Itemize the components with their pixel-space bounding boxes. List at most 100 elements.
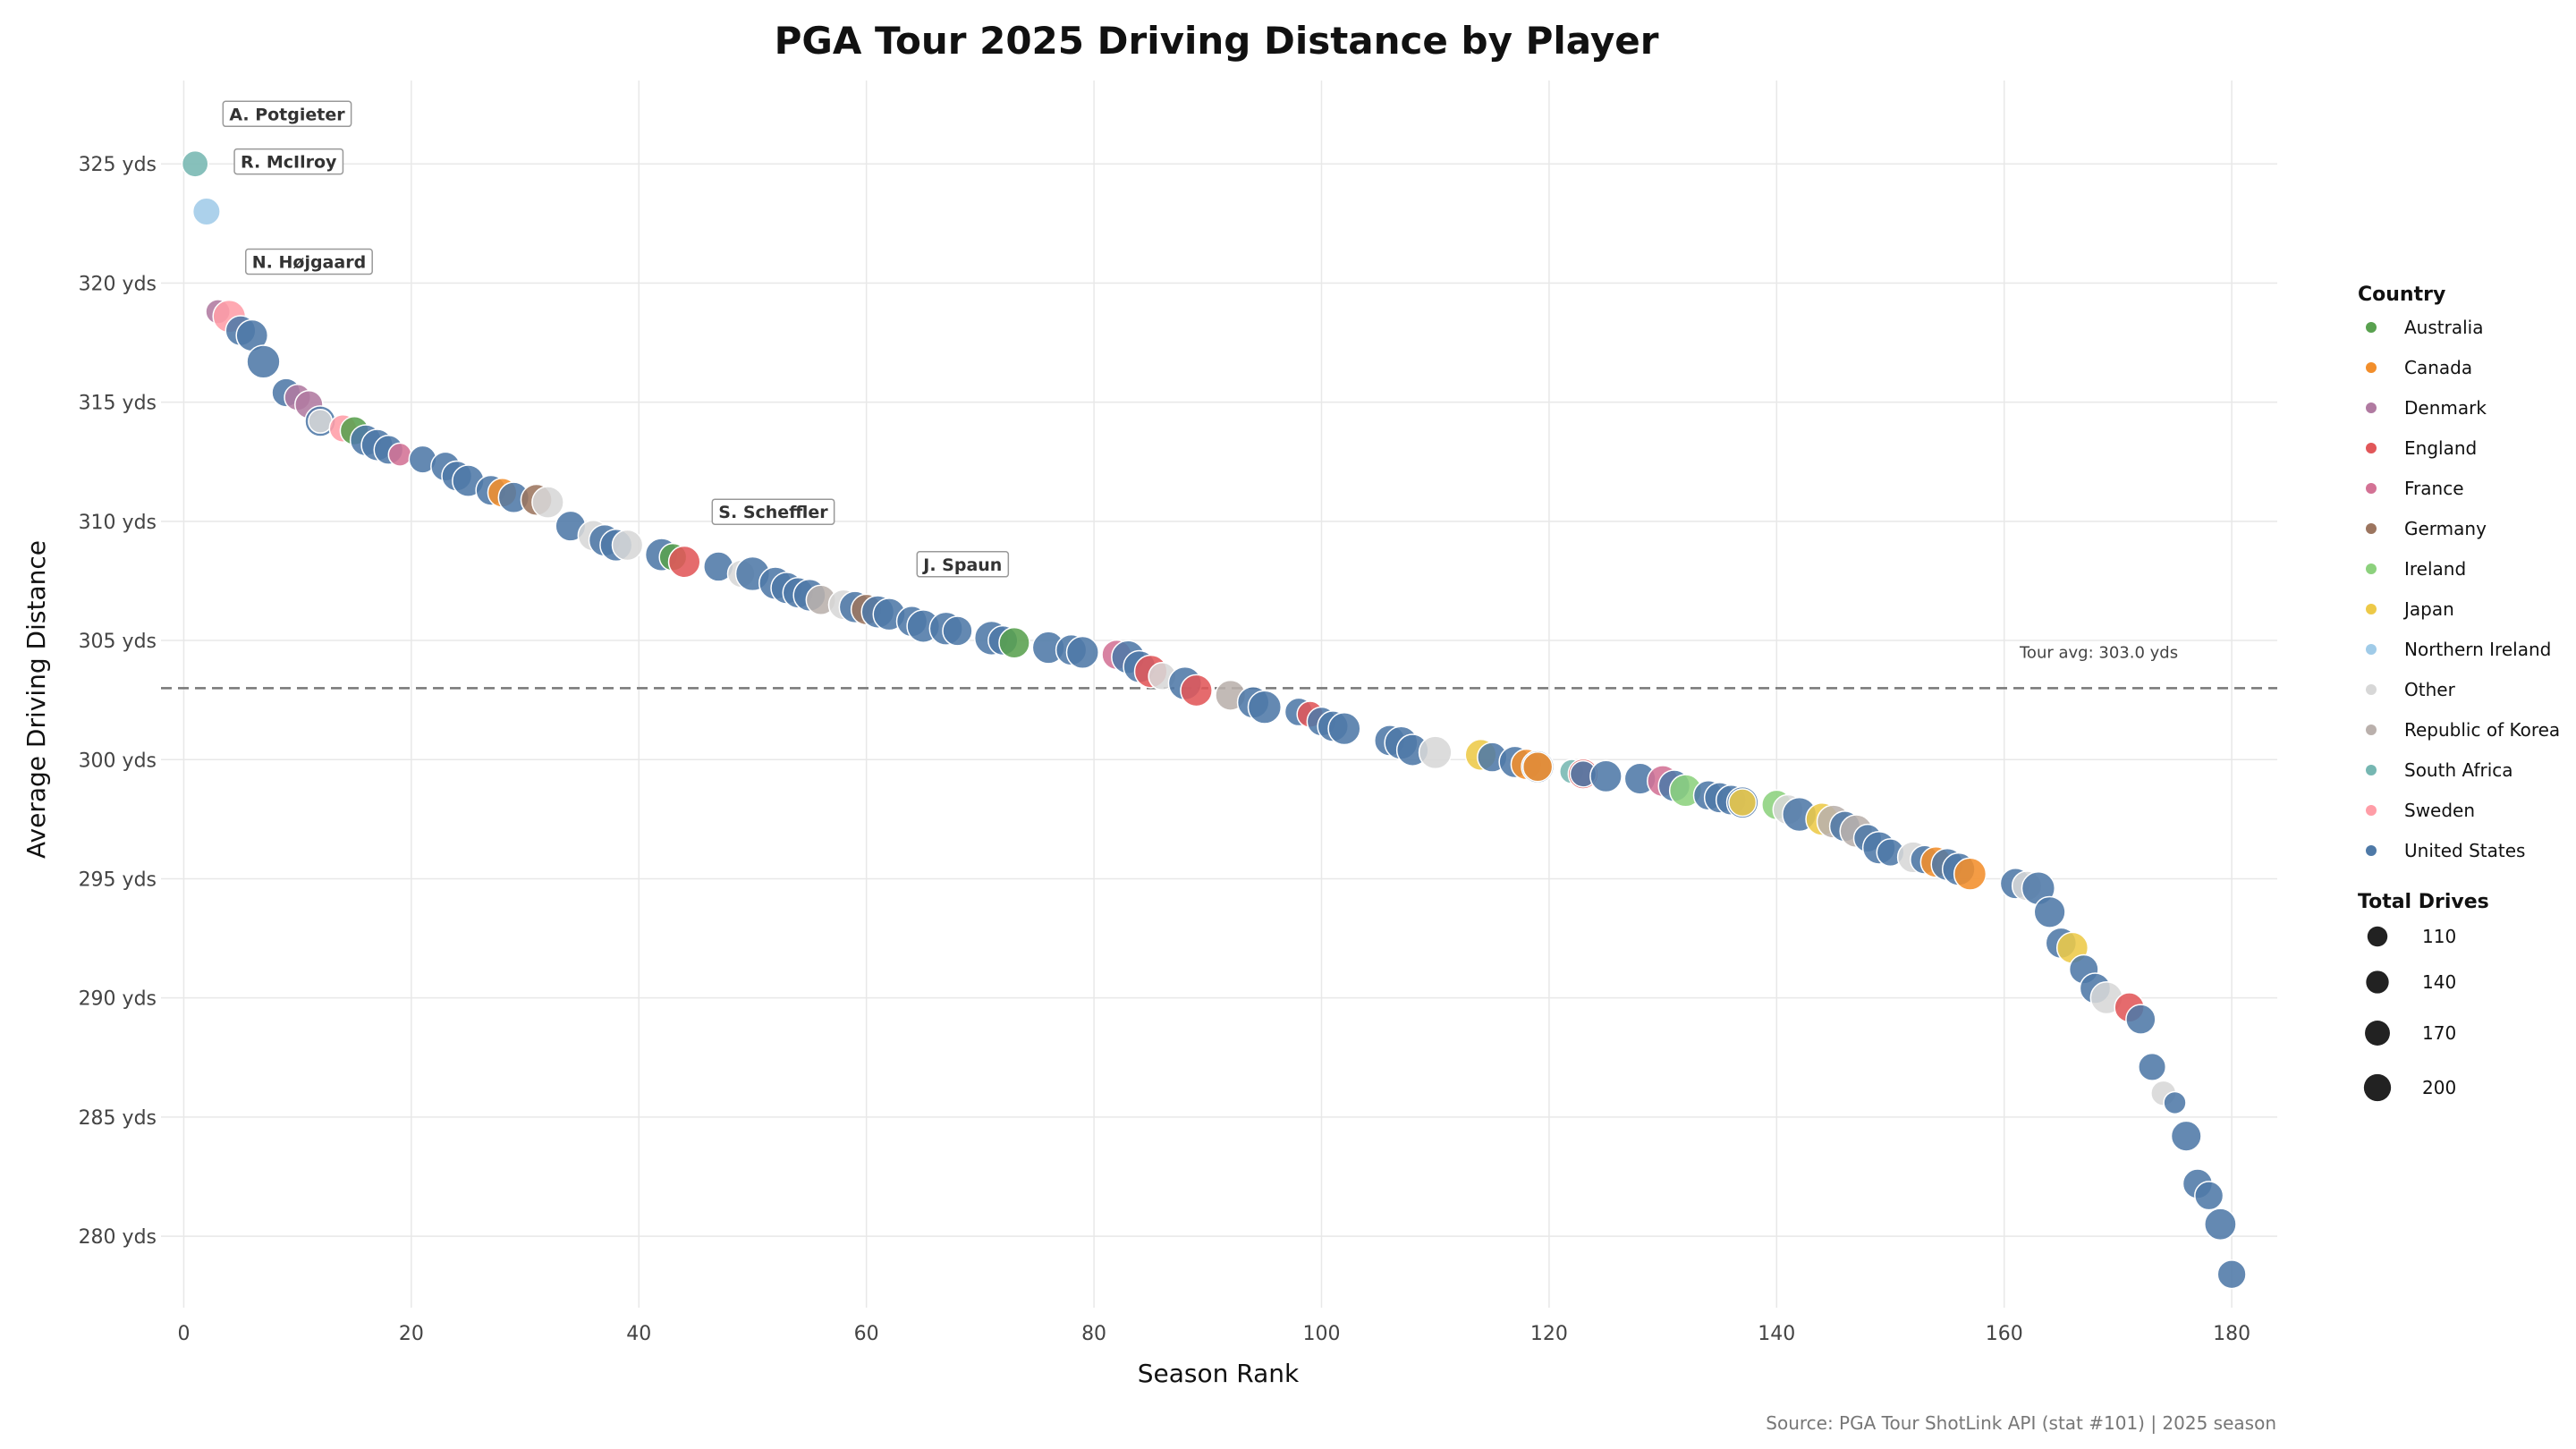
legend-size-label: 110 [2422,926,2456,947]
data-point [2163,1090,2187,1115]
legend-size-swatch [2363,1073,2392,1102]
legend-country-title: Country [2358,284,2445,306]
data-point [387,442,412,467]
annotation-label: R. McIlroy [241,153,337,173]
legend-swatch [2366,604,2377,614]
data-point [2204,1208,2237,1241]
player-annotations: A. Potgieter R. McIlroy N. Højgaard S. Sche… [222,100,1010,578]
data-point [308,409,334,434]
legend-swatch [2366,765,2377,775]
legend-country-label: Republic of Korea [2404,719,2560,741]
annotation-label: A. Potgieter [229,105,345,124]
data-point [181,149,209,178]
x-tick-label: 0 [177,1323,190,1345]
annotation-box [222,100,352,128]
legend-size-title: Total Drives [2358,891,2489,913]
player-annotation: J. Spaun [916,551,1010,578]
legend-swatch [2366,805,2377,816]
x-tick-label: 140 [1758,1323,1795,1345]
x-axis-ticks: 0 20 40 60 80 100 120 140 160 180 [177,1323,2250,1345]
data-point [1180,674,1213,708]
legend: Country Australia Canada Denmark England Fra… [2358,284,2560,1102]
data-point [191,197,221,226]
legend-country-label: Canada [2404,357,2472,378]
x-tick-label: 80 [1081,1323,1106,1345]
data-point [1728,788,1758,818]
y-axis-label: Average Driving Distance [21,540,51,859]
legend-country-label: Northern Ireland [2404,639,2551,660]
annotation-box [233,148,344,175]
annotation-box [711,498,835,525]
data-point [1327,712,1361,746]
data-point [1247,690,1283,724]
legend-country-entries: Australia Canada Denmark England France Germa… [2366,317,2560,861]
legend-swatch [2366,684,2377,695]
y-tick-label: 300 yds [79,750,157,772]
y-tick-label: 285 yds [79,1107,157,1130]
legend-country-label: South Africa [2404,759,2513,781]
annotation-label: S. Scheffler [718,503,828,522]
legend-size-label: 200 [2422,1077,2456,1098]
y-tick-label: 315 yds [79,393,157,415]
legend-size-swatch [2366,970,2389,994]
data-point [246,344,281,379]
legend-swatch [2366,644,2377,655]
annotation-box [916,551,1010,578]
legend-swatch [2366,845,2377,856]
player-annotation: S. Scheffler [711,498,835,525]
data-point [1953,857,1987,891]
data-point [2194,1181,2224,1211]
player-annotation: R. McIlroy [233,148,344,175]
y-tick-label: 290 yds [79,988,157,1011]
legend-country-label: Ireland [2404,558,2466,580]
x-tick-label: 60 [854,1323,879,1345]
x-tick-label: 180 [2213,1323,2250,1345]
legend-country-label: Japan [2402,598,2454,620]
y-tick-label: 310 yds [79,512,157,534]
player-annotation: A. Potgieter [222,100,352,128]
tour-average-reference: Tour avg: 303.0 yds [161,643,2277,690]
chart-title: PGA Tour 2025 Driving Distance by Player [775,19,1659,63]
x-tick-label: 100 [1302,1323,1340,1345]
legend-size-entries: 110 140 170 200 [2363,926,2456,1102]
data-point [998,626,1030,659]
scatter-points [181,149,2247,1290]
tour-average-label: Tour avg: 303.0 yds [2019,643,2178,662]
y-axis-ticks: 280 yds 285 yds 290 yds 295 yds 300 yds 305 y… [79,154,157,1249]
source-note: Source: PGA Tour ShotLink API (stat #101… [1766,1412,2276,1434]
legend-swatch [2366,402,2377,413]
data-point [1418,735,1453,770]
data-point [1065,635,1099,670]
annotation-label: N. Højgaard [252,252,366,272]
legend-swatch [2366,483,2377,494]
x-tick-label: 40 [626,1323,651,1345]
data-point [2125,1004,2157,1035]
legend-size-swatch [2365,1021,2390,1046]
data-point [2138,1052,2167,1081]
x-axis-label: Season Rank [1138,1359,1300,1388]
data-point [2033,895,2066,928]
data-point [2216,1259,2247,1290]
x-tick-label: 120 [1530,1323,1568,1345]
legend-swatch [2366,443,2377,453]
legend-swatch [2366,362,2377,373]
data-point [1521,751,1554,783]
annotation-box [245,248,373,275]
x-tick-label: 20 [399,1323,424,1345]
data-point [2170,1120,2202,1152]
y-tick-label: 325 yds [79,154,157,176]
legend-swatch [2366,523,2377,534]
legend-size-swatch [2367,926,2388,947]
y-tick-label: 295 yds [79,869,157,891]
data-point [531,486,564,519]
legend-swatch [2366,322,2377,333]
legend-size-label: 140 [2422,971,2456,993]
legend-country-label: Denmark [2404,397,2487,419]
x-tick-label: 160 [1986,1323,2023,1345]
legend-swatch [2366,564,2377,574]
legend-country-label: United States [2404,840,2525,861]
grid-lines [161,80,2277,1308]
legend-country-label: Other [2404,679,2456,700]
legend-swatch [2366,724,2377,735]
